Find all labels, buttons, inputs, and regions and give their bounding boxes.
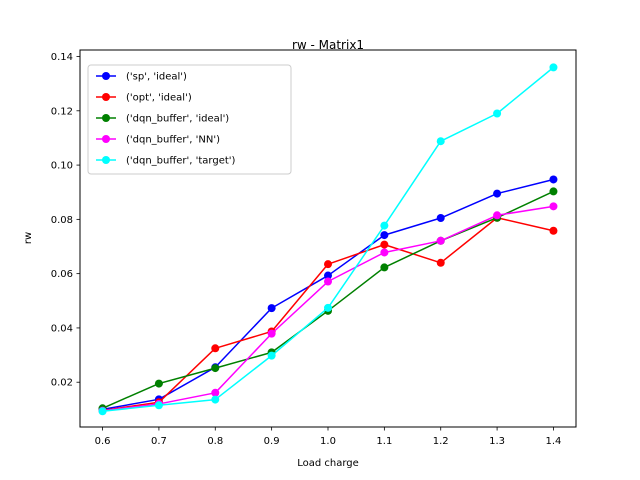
legend-item: ('opt', 'ideal') [96, 93, 192, 104]
data-point [549, 202, 558, 211]
y-tick-label: 0.10 [51, 161, 73, 172]
data-point [324, 260, 332, 269]
y-tick-label: 0.08 [51, 215, 73, 226]
y-tick-label: 0.04 [51, 323, 73, 334]
x-tick-label: 0.7 [151, 436, 167, 447]
data-point [493, 211, 502, 220]
data-point [267, 329, 276, 338]
y-tick-label: 0.12 [51, 106, 73, 117]
x-tick-label: 1.1 [376, 436, 392, 447]
data-point [98, 407, 107, 416]
legend-label: ('dqn_buffer', 'ideal') [126, 114, 229, 125]
legend-label: ('dqn_buffer', 'NN') [126, 135, 220, 146]
data-point [211, 364, 220, 373]
data-point [549, 63, 558, 72]
data-point [436, 137, 445, 146]
data-point [380, 263, 389, 272]
legend-marker [102, 72, 110, 80]
data-point [324, 303, 332, 312]
data-point [493, 109, 502, 118]
legend-item: ('dqn_buffer', 'NN') [96, 135, 220, 146]
y-axis: 0.02 0.04 0.06 0.08 0.10 0.12 0.14 [51, 52, 80, 389]
data-point [436, 214, 445, 223]
legend: ('sp', 'ideal') ('opt', 'ideal') ('dqn_buf… [87, 64, 292, 175]
legend-item: ('dqn_buffer', 'target') [96, 156, 236, 167]
data-point [211, 395, 220, 404]
x-axis: 0.6 0.7 0.8 0.9 1.0 1.1 1.2 1.3 1.4 [95, 427, 562, 447]
legend-marker [102, 135, 110, 143]
chart-title: rw - Matrix1 [292, 38, 364, 52]
data-point [211, 388, 220, 397]
data-point [493, 189, 502, 198]
x-tick-label: 0.9 [264, 436, 280, 447]
data-point [549, 187, 558, 196]
legend-item: ('dqn_buffer', 'ideal') [96, 114, 229, 125]
data-point [436, 236, 445, 245]
data-point [154, 401, 163, 410]
legend-box [87, 64, 292, 175]
x-tick-label: 1.4 [546, 436, 562, 447]
legend-label: ('opt', 'ideal') [126, 93, 192, 104]
data-point [549, 226, 558, 235]
x-axis-label: Load charge [297, 458, 359, 469]
data-point [267, 304, 276, 313]
legend-item: ('sp', 'ideal') [96, 72, 187, 83]
data-point [549, 175, 558, 184]
data-point [211, 344, 220, 353]
data-point [267, 351, 276, 360]
data-point [154, 379, 163, 388]
x-tick-label: 1.0 [320, 436, 336, 447]
data-point [324, 277, 332, 286]
data-point [324, 271, 332, 280]
data-point [380, 221, 389, 230]
legend-marker [102, 156, 110, 164]
legend-marker [102, 114, 110, 122]
data-point [380, 248, 389, 257]
series-4 [98, 63, 558, 416]
data-point [436, 258, 445, 267]
data-point [380, 231, 389, 240]
legend-label: ('sp', 'ideal') [126, 72, 187, 83]
x-tick-label: 1.3 [489, 436, 505, 447]
y-tick-label: 0.06 [51, 269, 73, 280]
legend-label: ('dqn_buffer', 'target') [126, 156, 236, 167]
plot-series-layer [98, 63, 558, 416]
y-axis-label: rw [23, 232, 34, 244]
x-tick-label: 0.6 [95, 436, 111, 447]
data-point [380, 240, 389, 249]
x-tick-label: 0.8 [207, 436, 223, 447]
y-tick-label: 0.02 [51, 378, 73, 389]
legend-marker [102, 93, 110, 101]
y-tick-label: 0.14 [51, 52, 73, 63]
x-tick-label: 1.2 [433, 436, 449, 447]
